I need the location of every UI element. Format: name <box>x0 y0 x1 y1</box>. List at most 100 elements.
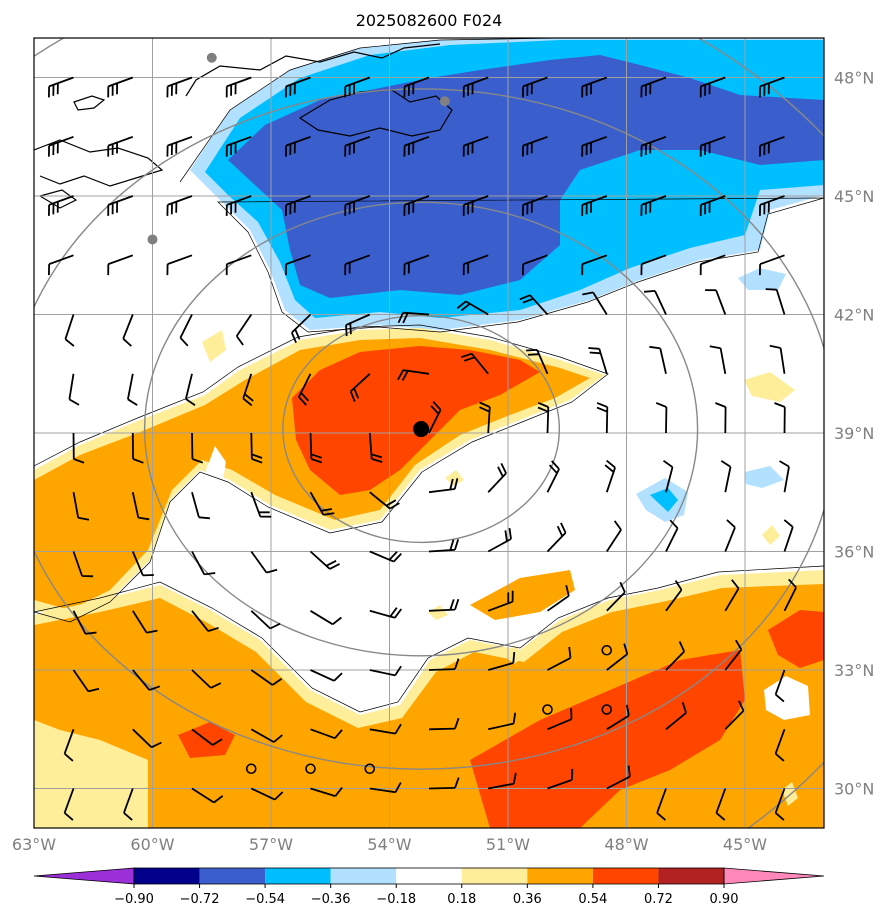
longitude-labels: 63°W 60°W 57°W 54°W 51°W 48°W 45°W <box>12 835 767 854</box>
wind-barb-153 <box>665 702 687 730</box>
wind-barb-52 <box>64 314 75 347</box>
wind-barb-6 <box>403 76 430 98</box>
wind-barb-79 <box>131 432 144 464</box>
colorbar-tick-label-3: −0.36 <box>311 892 351 907</box>
wind-barb-159 <box>250 787 284 801</box>
wind-barbs <box>48 76 797 821</box>
wind-barb-123 <box>428 598 460 612</box>
wind-barb-164 <box>547 768 574 790</box>
colorbar-tick-label-8: 0.72 <box>644 892 673 907</box>
orange-dark-area <box>292 346 540 495</box>
coastlines <box>34 43 453 209</box>
wind-barb-8 <box>522 76 548 98</box>
wind-barb-131 <box>132 669 161 691</box>
contour-positive <box>34 324 609 623</box>
lat-tick-label-1: 45°N <box>834 187 874 206</box>
wind-barb-161 <box>369 782 402 794</box>
wind-barb-165 <box>606 765 631 790</box>
wind-barb-1 <box>107 76 134 98</box>
lon-tick-label-5: 48°W <box>604 835 648 854</box>
lat-tick-label-3: 39°N <box>834 424 874 443</box>
colorbar-extend-high <box>723 867 825 885</box>
wind-barb-125 <box>546 584 570 612</box>
wind-barb-155 <box>774 728 786 762</box>
wind-barb-74 <box>588 347 608 375</box>
wind-barb-39 <box>48 254 74 276</box>
wind-barb-47 <box>522 254 548 276</box>
wind-barb-21 <box>522 135 548 157</box>
wind-barb-38 <box>759 195 785 216</box>
wind-barb-57 <box>345 313 371 337</box>
wind-barb-120 <box>250 610 281 630</box>
wind-barb-72 <box>461 352 489 375</box>
wind-barb-67 <box>185 373 196 406</box>
colorbar-swatch-4 <box>330 868 397 884</box>
contour-negative <box>179 38 824 333</box>
white-hole-west <box>206 446 226 488</box>
wind-barb-30 <box>285 195 311 216</box>
wind-barb-11 <box>699 76 726 98</box>
wind-barb-126 <box>606 581 626 612</box>
wind-barb-112 <box>546 522 567 553</box>
wind-barb-163 <box>488 772 517 790</box>
wind-barb-44 <box>344 254 371 276</box>
wind-barb-133 <box>250 669 283 686</box>
contour-positive-south <box>34 565 824 713</box>
wind-barb-150 <box>488 712 517 731</box>
wind-barb-32 <box>403 195 430 216</box>
lat-tick-label-5: 33°N <box>834 661 874 680</box>
orange-dark-area-east <box>768 610 824 668</box>
calm-circle-4 <box>601 704 613 715</box>
wind-barb-115 <box>724 519 736 552</box>
wind-barb-168 <box>774 788 786 821</box>
station-dot-1 <box>439 96 450 107</box>
wind-barb-48 <box>581 254 608 276</box>
wind-barb-59 <box>456 300 489 316</box>
wind-barb-151 <box>547 708 573 731</box>
wind-barb-144 <box>132 728 162 749</box>
range-ring-0 <box>282 314 561 544</box>
wind-barb-96 <box>369 491 400 510</box>
calm-wind-circles <box>245 644 613 775</box>
wind-barb-103 <box>779 460 790 493</box>
wind-barb-60 <box>519 294 549 316</box>
wind-barb-101 <box>662 459 674 493</box>
wind-barb-162 <box>428 777 460 790</box>
wind-barb-23 <box>640 135 667 157</box>
wind-barb-51 <box>759 254 785 276</box>
colorbar-swatch-3 <box>265 868 331 884</box>
wind-barb-106 <box>191 551 216 576</box>
orange-dark-area-south <box>470 650 745 828</box>
colorbar-tick-label-6: 0.36 <box>513 892 542 907</box>
orange-light-area-small-1 <box>744 372 795 402</box>
wind-barb-166 <box>656 788 667 821</box>
wind-barb-109 <box>369 550 402 563</box>
wind-barb-99 <box>546 460 560 493</box>
wind-barb-128 <box>724 579 740 612</box>
wind-barb-88 <box>655 402 668 434</box>
wind-barb-104 <box>72 551 94 578</box>
wind-barb-108 <box>309 550 341 570</box>
wind-barb-80 <box>191 432 204 464</box>
wind-barb-18 <box>344 135 371 157</box>
wind-barb-146 <box>250 728 283 743</box>
wind-barb-86 <box>537 401 550 434</box>
wind-barb-41 <box>166 254 193 276</box>
wind-barb-102 <box>720 460 732 493</box>
map-title: 2025082600 F024 <box>356 11 503 30</box>
wind-barb-81 <box>250 432 263 464</box>
wind-barb-114 <box>665 519 679 552</box>
wind-barb-64 <box>765 288 786 315</box>
colorbar-tick-label-9: 0.90 <box>710 892 739 907</box>
orange-light-area-small-5 <box>428 605 448 620</box>
calm-circle-2 <box>364 763 376 775</box>
wind-barb-70 <box>349 373 371 402</box>
wind-barb-167 <box>715 788 727 821</box>
wind-barb-0 <box>48 76 74 98</box>
wind-barb-54 <box>179 314 193 347</box>
station-markers <box>147 52 450 245</box>
wind-barb-55 <box>235 313 253 346</box>
colorbar-swatch-2 <box>199 868 266 884</box>
wind-barb-68 <box>242 373 254 407</box>
